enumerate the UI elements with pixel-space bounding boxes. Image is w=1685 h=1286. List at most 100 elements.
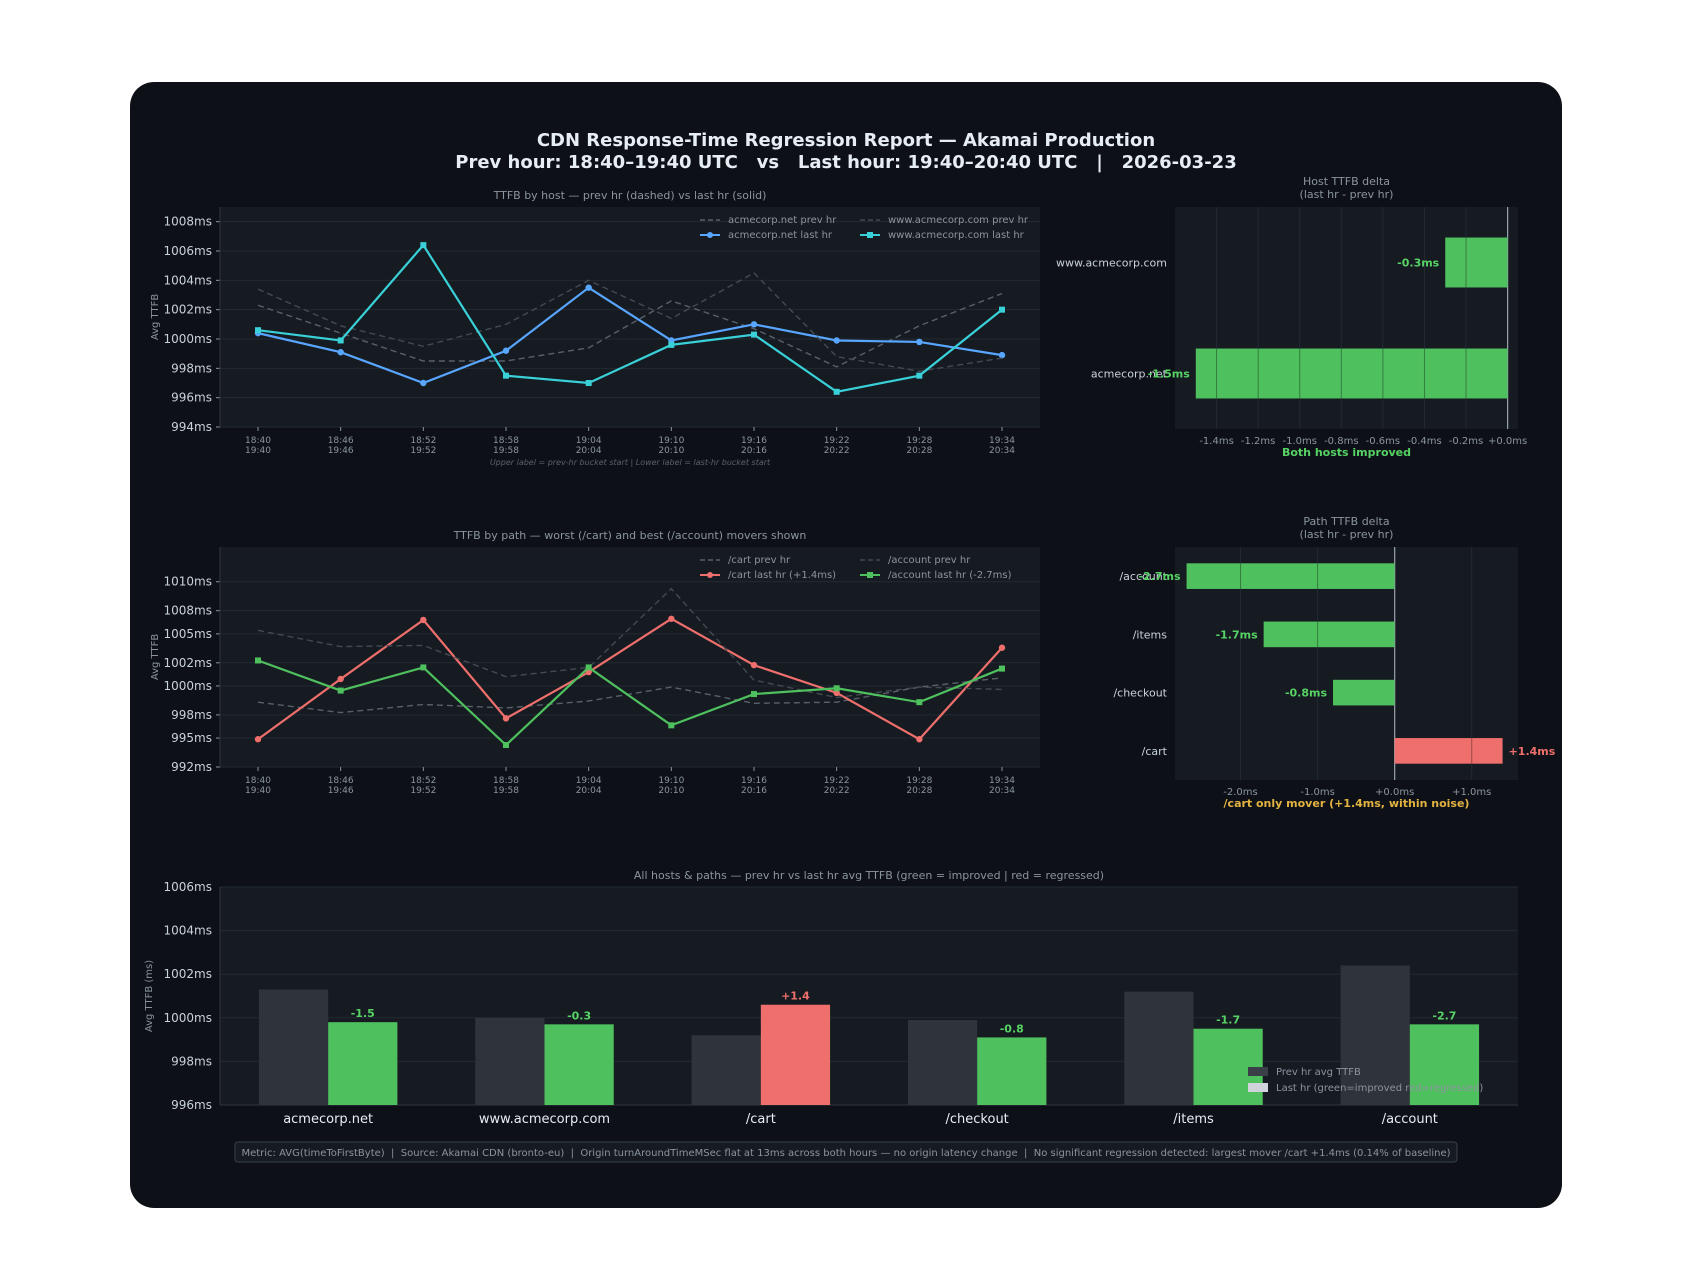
x-tick-label: +1.0ms (1452, 787, 1491, 798)
y-axis-label: Avg TTFB (150, 294, 161, 340)
y-tick-label: 1000ms (164, 1011, 212, 1025)
legend-label: acmecorp.net prev hr (728, 215, 837, 226)
x-tick-label: 20:22 (824, 446, 850, 456)
x-tick-label: 19:16 (741, 436, 767, 446)
delta-label: -0.8 (1000, 1022, 1024, 1035)
data-point (833, 388, 840, 395)
data-point (255, 657, 261, 664)
data-point (337, 349, 344, 356)
value-label: -0.8ms (1285, 687, 1328, 700)
prev-bar (258, 989, 329, 1105)
x-tick-label: +0.0ms (1488, 436, 1527, 447)
x-tick-label: 19:40 (245, 446, 271, 456)
report-title: CDN Response-Time Regression Report — Ak… (537, 130, 1155, 151)
delta-label: -0.3 (567, 1009, 591, 1022)
legend-label: www.acmecorp.com last hr (888, 230, 1025, 241)
legend-label: Last hr (green=improved red=regressed) (1276, 1083, 1483, 1094)
x-tick-label: +0.0ms (1375, 787, 1414, 798)
delta-bar (1394, 738, 1503, 764)
category-label: www.acmecorp.com (479, 1112, 610, 1127)
series-line (257, 617, 1003, 741)
legend-label: www.acmecorp.com prev hr (888, 215, 1029, 226)
x-tick-label: -0.2ms (1449, 436, 1483, 447)
y-tick-label: 1004ms (164, 924, 212, 938)
data-point (999, 306, 1005, 313)
delta-bar (1186, 563, 1395, 589)
legend-marker (707, 572, 713, 578)
x-tick-label: 20:28 (906, 786, 932, 796)
x-tick-label: 19:04 (576, 776, 602, 786)
category-label: acmecorp.net (1091, 368, 1168, 381)
x-tick-label: -1.0ms (1300, 787, 1334, 798)
data-point (420, 616, 427, 624)
chart-host_line: TTFB by host — prev hr (dashed) vs last … (150, 189, 1040, 467)
series-line (257, 286, 1003, 385)
delta-bar (1333, 679, 1395, 706)
y-tick-label: 998ms (171, 361, 212, 375)
delta-bar (1445, 237, 1508, 288)
category-label: /cart (746, 1112, 776, 1127)
report-subtitle: Prev hour: 18:40–19:40 UTC vs Last hour:… (455, 152, 1236, 173)
chart-title: Path TTFB delta (1303, 515, 1389, 528)
data-point (255, 327, 261, 334)
category-label: www.acmecorp.com (1056, 257, 1167, 270)
category-label: /account (1382, 1112, 1438, 1127)
data-point (916, 699, 923, 706)
legend-swatch (1248, 1083, 1268, 1092)
y-tick-label: 1008ms (164, 604, 212, 618)
data-point (750, 661, 758, 669)
x-tick-label: -2.0ms (1223, 787, 1257, 798)
report-panel: CDN Response-Time Regression Report — Ak… (130, 82, 1562, 1208)
y-tick-label: 996ms (171, 1098, 212, 1112)
x-tick-label: 19:46 (328, 446, 354, 456)
x-axis-note: Upper label = prev-hr bucket start | Low… (490, 458, 771, 467)
data-point (916, 736, 923, 743)
x-tick-label: 18:40 (245, 776, 271, 786)
delta-label: +1.4 (781, 990, 810, 1003)
x-tick-label: 19:16 (741, 776, 767, 786)
y-tick-label: 998ms (171, 1054, 212, 1068)
last-bar (977, 1037, 1047, 1105)
chart-title: All hosts & paths — prev hr vs last hr a… (634, 869, 1104, 882)
x-tick-label: -0.6ms (1366, 436, 1400, 447)
delta-bar (1195, 348, 1508, 399)
series-line (257, 272, 1003, 372)
series-line (257, 243, 1003, 393)
chart-annotation: /cart only mover (+1.4ms, within noise) (1224, 797, 1470, 810)
y-axis-label: Avg TTFB (ms) (144, 960, 155, 1032)
y-tick-label: 1000ms (164, 332, 212, 346)
prev-bar (907, 1019, 978, 1105)
value-label: +1.4ms (1509, 745, 1556, 758)
prev-bar (691, 1035, 761, 1105)
x-tick-label: 19:34 (989, 436, 1015, 446)
data-point (668, 615, 675, 622)
x-tick-label: 20:04 (576, 446, 602, 456)
series-line (257, 659, 1003, 747)
x-tick-label: 19:52 (410, 446, 436, 456)
chart-path_delta: Path TTFB delta(last hr - prev hr) -2.0ms… (1113, 515, 1555, 810)
x-tick-label: 19:28 (906, 436, 932, 446)
x-tick-label: 19:40 (245, 786, 271, 796)
data-point (420, 664, 427, 671)
data-point (420, 379, 427, 387)
x-tick-label: 19:58 (493, 446, 519, 456)
category-label: /checkout (946, 1112, 1009, 1127)
legend-label: /account last hr (-2.7ms) (888, 570, 1012, 581)
legend-label: /cart last hr (+1.4ms) (728, 570, 836, 581)
chart-path_line: TTFB by path — worst (/cart) and best (/… (150, 529, 1040, 796)
data-point (998, 644, 1006, 651)
data-point (420, 242, 427, 249)
data-point (916, 372, 923, 379)
x-tick-label: 18:46 (328, 436, 354, 446)
x-tick-label: 18:40 (245, 436, 271, 446)
y-tick-label: 1010ms (164, 575, 212, 589)
data-point (337, 687, 344, 694)
data-point (751, 691, 757, 698)
y-tick-label: 1006ms (164, 880, 212, 894)
data-point (585, 664, 592, 671)
legend-label: Prev hr avg TTFB (1276, 1067, 1361, 1078)
value-label: -0.3ms (1397, 257, 1440, 270)
legend-label: /cart prev hr (728, 555, 791, 566)
category-label: /cart (1142, 745, 1168, 758)
y-tick-label: 995ms (171, 731, 212, 745)
